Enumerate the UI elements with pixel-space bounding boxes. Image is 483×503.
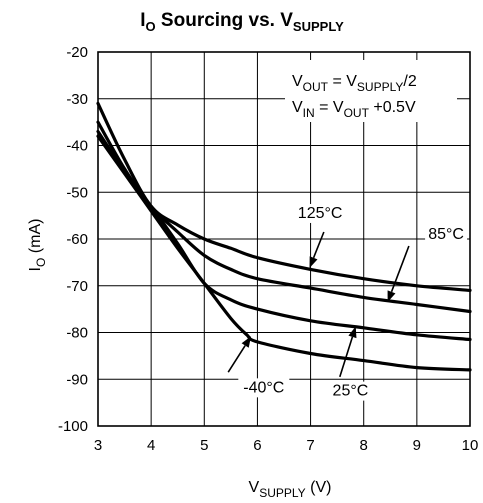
x-tick-label: 3 [94, 437, 102, 454]
annotation-arrowhead [309, 256, 318, 268]
annotation-label-bg [425, 225, 468, 244]
annotation-arrowhead [387, 290, 396, 303]
annotation-label: -40°C [243, 379, 284, 396]
annotation-arrow-line [390, 245, 410, 293]
x-tick-label: 6 [253, 437, 261, 454]
y-tick-label: -60 [66, 231, 88, 248]
conditions-box [285, 60, 457, 122]
y-axis-label: IO (mA) [27, 219, 48, 272]
y-tick-label: -100 [58, 418, 88, 435]
annotation-label: 85°C [428, 226, 464, 243]
x-tick-label: 7 [306, 437, 314, 454]
annotation-arrow-line [339, 336, 354, 378]
plot-frame [97, 51, 471, 427]
y-tick-label: -30 [66, 91, 88, 108]
y-tick-label: -50 [66, 184, 88, 201]
x-tick-label: 5 [200, 437, 208, 454]
annotation-layer: 125°C 85°C 25°C -40°C [227, 203, 468, 401]
y-tick-labels: -20 -30 -40 -50 -60 -70 -80 -90 -100 [58, 44, 88, 435]
x-tick-label: 8 [360, 437, 368, 454]
series-layer [96, 101, 472, 372]
condition-vout: VOUT = VSUPPLY/2 [292, 73, 417, 94]
condition-vin: VIN = VOUT +0.5V [292, 99, 416, 120]
x-tick-label: 4 [147, 437, 155, 454]
annotation-label-bg [238, 378, 290, 398]
x-axis-label: VSUPPLY (V) [249, 479, 332, 500]
annotation-arrow-line [227, 345, 246, 373]
y-tick-label: -80 [66, 325, 88, 342]
annotation-arrowhead [241, 336, 252, 348]
annotation-label: 125°C [298, 205, 343, 222]
x-tick-label: 9 [413, 437, 421, 454]
x-tick-label: 10 [462, 437, 479, 454]
y-tick-label: -40 [66, 138, 88, 155]
x-tick-labels: 3 4 5 6 7 8 9 10 [94, 437, 479, 454]
annotation-label-bg [329, 381, 372, 401]
annotation-label: 25°C [333, 383, 369, 400]
y-tick-label: -20 [66, 44, 88, 61]
annotation-label-bg [294, 203, 346, 223]
annotation-arrow-line [312, 231, 325, 259]
series-line-125c [96, 101, 472, 292]
annotation-arrowhead [348, 326, 357, 339]
series-line-25c [96, 129, 472, 342]
y-tick-label: -70 [66, 278, 88, 295]
chart-title: IO Sourcing vs. VSUPPLY [140, 10, 344, 34]
y-tick-label: -90 [66, 371, 88, 388]
series-line-minus40c [96, 134, 472, 372]
